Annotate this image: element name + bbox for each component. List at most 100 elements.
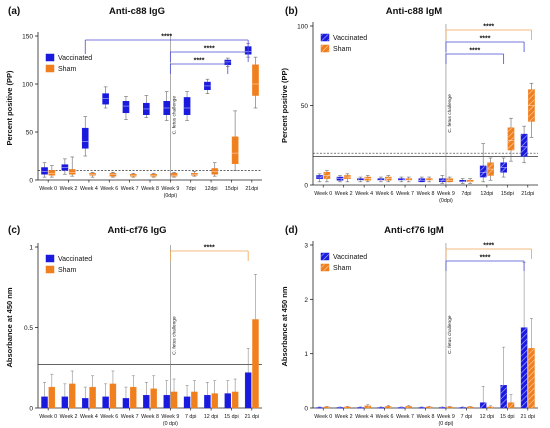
legend-label: Sham — [58, 66, 76, 73]
x-tick-label: Week 0 — [39, 186, 57, 192]
box — [252, 64, 259, 96]
box — [170, 173, 178, 177]
legend-label: Vaccinated — [333, 35, 367, 42]
significance-label: **** — [194, 58, 205, 65]
panel-4: (d) Anti-cf76 IgM Absorbance at 450 nm 0 1 2 3… — [280, 225, 538, 427]
y-tick-label: 150 — [22, 34, 33, 41]
legend-swatch — [320, 44, 330, 53]
bar — [143, 394, 150, 409]
x-tick-label: Week 9 — [161, 186, 179, 192]
bar — [425, 406, 433, 409]
significance-label: **** — [480, 36, 491, 43]
x-tick-label: Week 0 — [39, 414, 57, 420]
series-sham — [323, 318, 535, 409]
y-tick-label: 50 — [26, 130, 34, 137]
bar — [364, 405, 372, 409]
bar — [82, 398, 89, 409]
series-vaccinated — [316, 125, 528, 184]
box — [520, 133, 528, 157]
x-tick-label: Week 7 — [121, 186, 139, 192]
panel-label: (d) — [285, 225, 298, 236]
bar — [439, 407, 446, 409]
y-tick-label: 0.5 — [24, 325, 33, 332]
x-tick-label: 7 dpi — [185, 414, 197, 420]
bar — [500, 385, 507, 409]
x-tick-label: 15 dpi — [500, 414, 514, 420]
bar — [528, 348, 535, 409]
panel-label: (a) — [8, 6, 20, 17]
bar — [48, 386, 56, 409]
bar — [204, 394, 211, 409]
x-tick-label: 15 dpi — [224, 414, 238, 420]
x-tick-label: 21dpi — [245, 186, 258, 192]
x-tick-label: Week 9 — [161, 414, 179, 420]
bar — [244, 372, 252, 409]
bar — [487, 406, 494, 409]
y-tick-label: 0 — [304, 406, 308, 413]
bar — [405, 406, 412, 409]
x-tick-label: Week 9 — [437, 191, 455, 197]
bar — [191, 391, 198, 409]
challenge-label: C. fetus challenge — [447, 94, 453, 133]
legend-swatch — [320, 33, 330, 42]
significance-label: **** — [469, 48, 480, 55]
x-tick-label: Week 6 — [100, 414, 118, 420]
x-tick-label: Week 2 — [335, 191, 353, 197]
x-tick-label: 21 dpi — [521, 414, 535, 420]
significance-label: **** — [483, 243, 494, 250]
x-tick-label: 7dpi — [186, 186, 196, 192]
x-tick-label: 21 dpi — [245, 414, 259, 420]
challenge-label: C. fetus challenge — [447, 315, 453, 354]
x-tick-label: Week 0 — [314, 191, 332, 197]
x-tick-label: Week 7 — [121, 414, 139, 420]
bar — [211, 393, 218, 409]
legend-swatch — [45, 265, 55, 274]
x-tick-label: Week 2 — [60, 414, 78, 420]
bar — [520, 327, 528, 409]
chart-title: Anti-cf76 IgM — [384, 225, 444, 236]
legend-swatch — [320, 252, 330, 261]
bar — [459, 407, 466, 409]
x-tick-label: 15dpi — [225, 186, 238, 192]
x-tick-label: 12 dpi — [480, 414, 494, 420]
bar — [150, 388, 157, 409]
significance-label: **** — [204, 245, 215, 252]
box — [81, 127, 89, 149]
bar — [336, 407, 344, 409]
series-vaccinated — [41, 348, 252, 409]
box — [122, 101, 130, 114]
panel-3: (c) Anti-cf76 IgG Absorbance at 450 nm 0 0.5… — [5, 225, 262, 427]
bar — [466, 406, 474, 409]
box — [183, 97, 191, 115]
y-tick-label: 1 — [29, 245, 33, 252]
x-tick-label: Week 8 — [417, 414, 435, 420]
bar — [316, 407, 323, 409]
bar — [183, 396, 191, 409]
x-tick-label: Week 0 — [314, 414, 332, 420]
box — [479, 165, 487, 178]
bar — [385, 406, 392, 409]
x-tick-label: 12dpi — [205, 186, 218, 192]
bar — [224, 393, 231, 409]
bar — [130, 386, 137, 409]
panel-1: (a) Anti-c88 IgG Percent positive (PP) 0 50 1… — [5, 6, 262, 199]
significance-label: **** — [480, 255, 491, 262]
bar — [231, 391, 239, 409]
x-tick-label: Week 8 — [141, 186, 159, 192]
x-tick-label: Week 8 — [417, 191, 435, 197]
bar — [109, 383, 117, 409]
bar — [61, 396, 69, 409]
y-axis-label: Absorbance at 450 nm — [5, 287, 14, 367]
series-vaccinated — [41, 43, 252, 178]
y-tick-label: 3 — [304, 243, 308, 250]
significance-label: **** — [483, 24, 494, 31]
challenge-label: C. fetus challenge — [171, 316, 177, 355]
bar — [357, 407, 364, 409]
x-tick-label: 21dpi — [521, 191, 534, 197]
box — [507, 127, 515, 151]
x-tick-label: (0 dpi) — [163, 421, 178, 427]
bar — [122, 398, 130, 409]
box — [68, 169, 76, 175]
y-tick-label: 100 — [22, 82, 33, 89]
chart-title: Anti-c88 IgM — [386, 6, 443, 17]
